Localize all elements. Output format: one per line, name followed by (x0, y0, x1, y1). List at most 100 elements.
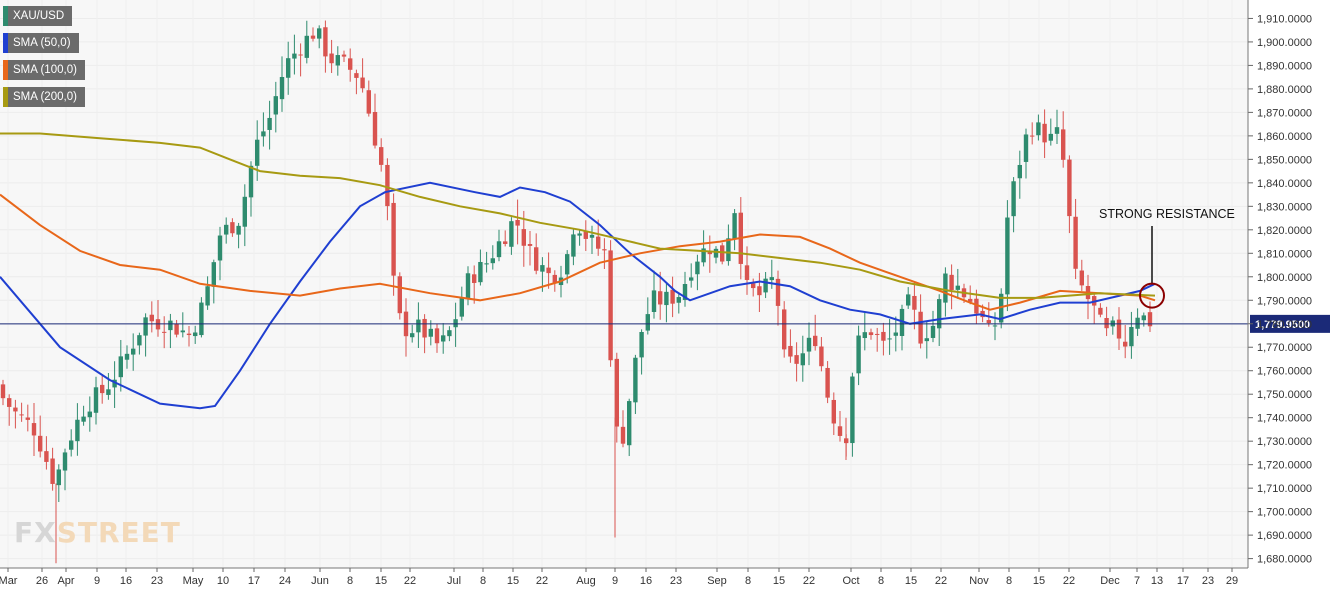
candle-body (1061, 129, 1066, 160)
candle (230, 218, 235, 237)
legend-item-sma100[interactable]: SMA (100,0) (3, 60, 85, 80)
candle (273, 81, 278, 133)
candle-body (205, 286, 210, 306)
candle-body (565, 254, 570, 275)
sma-line (0, 193, 1156, 311)
candle (236, 222, 241, 249)
candle-body (1098, 307, 1103, 315)
candle (924, 320, 929, 359)
candle-body (831, 399, 836, 424)
candle-body (726, 238, 731, 262)
candle (1061, 111, 1066, 168)
candle-body (850, 376, 855, 444)
x-tick-label: Jul (447, 575, 461, 587)
x-tick-label: 16 (120, 575, 132, 587)
candle (261, 112, 266, 147)
candle-body (304, 35, 309, 58)
candle (645, 297, 650, 335)
candle (695, 254, 700, 291)
candle (484, 251, 489, 273)
candle (242, 184, 247, 247)
candle-body (93, 387, 99, 413)
candle (887, 319, 892, 355)
candle (509, 217, 514, 255)
x-tick-label: 8 (745, 575, 751, 587)
candle (385, 158, 390, 221)
fxstreet-logo: FXSTREET (14, 516, 181, 549)
candle (441, 323, 446, 354)
candle (1030, 122, 1035, 145)
x-tick-label: 8 (1006, 575, 1012, 587)
candle (1067, 155, 1072, 234)
candle-body (13, 407, 18, 412)
legend-item-sma200[interactable]: SMA (200,0) (3, 87, 85, 107)
candle-body (44, 451, 49, 462)
candle-body (87, 411, 92, 418)
candle-body (75, 419, 80, 442)
candle-body (875, 333, 880, 335)
candle-body (899, 308, 905, 336)
candle-body (881, 331, 886, 341)
x-tick-label: 22 (935, 575, 947, 587)
candle (391, 193, 396, 296)
y-tick-label: 1,730.0000 (1257, 436, 1312, 448)
candle-body (149, 314, 154, 322)
candle (899, 304, 905, 351)
candle (366, 80, 371, 117)
candle (720, 242, 725, 265)
candle-body (825, 367, 830, 398)
legend-item-sma50[interactable]: SMA (50,0) (3, 33, 79, 53)
candle (490, 245, 495, 270)
candle (360, 58, 365, 93)
annotation-circle (1139, 282, 1165, 309)
candle-body (999, 293, 1004, 323)
candle-body (441, 335, 446, 342)
candle (813, 314, 818, 351)
current-price-tag-bg (1250, 314, 1330, 333)
candle (726, 224, 731, 266)
candle-body (1147, 312, 1153, 327)
candle-body (453, 319, 458, 328)
legend-item-xauusd[interactable]: XAU/USD (3, 6, 73, 26)
candle (856, 325, 861, 386)
x-tick-label: 8 (347, 575, 353, 587)
candle-body (509, 221, 514, 247)
candle-body (868, 332, 874, 336)
candle-body (81, 416, 86, 422)
candle (881, 322, 886, 356)
candle-body (534, 247, 539, 271)
candle (38, 415, 43, 458)
candle-body (224, 224, 229, 235)
candle (583, 220, 588, 251)
candle (850, 372, 855, 457)
candle-body (893, 332, 898, 336)
candle-body (546, 267, 551, 274)
candle-body (930, 325, 936, 338)
candle (689, 263, 694, 288)
candle-body (800, 353, 805, 366)
x-tick-label: 16 (640, 575, 652, 587)
candle-body (335, 55, 340, 66)
candle-body (651, 290, 657, 312)
candle (298, 43, 303, 77)
candle-body (707, 251, 712, 255)
candle-body (447, 330, 452, 337)
candle-body (620, 426, 626, 444)
x-tick-label: 7 (1134, 575, 1140, 587)
candle-body (230, 222, 235, 234)
candle (676, 292, 681, 314)
candle-body (571, 234, 576, 257)
x-tick-label: 17 (1177, 575, 1189, 587)
x-tick-label: 9 (94, 575, 100, 587)
candle (422, 314, 427, 354)
y-tick-label: 1,840.0000 (1257, 178, 1312, 190)
candle (627, 398, 632, 457)
candle-body (986, 320, 991, 324)
candle-body (1129, 326, 1134, 347)
candle-body (732, 213, 737, 239)
candle (1104, 306, 1109, 337)
candle-body (614, 358, 619, 427)
y-tick-label: 1,780.0000 (1257, 319, 1312, 331)
candle (217, 226, 223, 281)
